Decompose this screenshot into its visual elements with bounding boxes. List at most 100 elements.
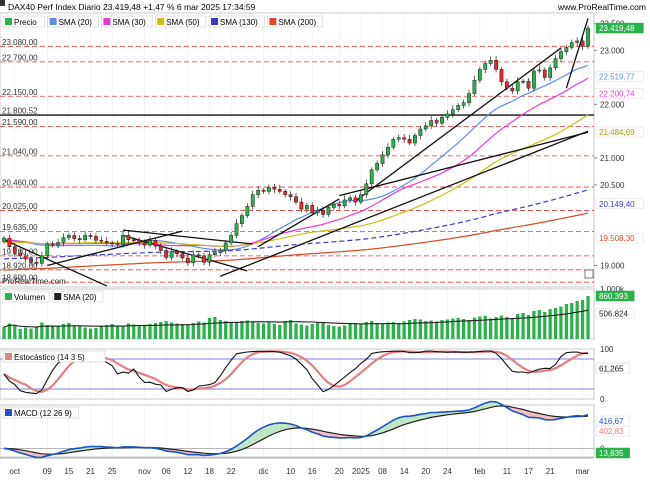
volume-bar (115, 326, 120, 339)
x-tick-label: 14 (400, 467, 409, 476)
volume-bar (283, 321, 287, 339)
volume-bar (67, 323, 71, 339)
candle-body (29, 258, 33, 263)
volume-bar (251, 322, 255, 339)
volume-bar (564, 304, 568, 339)
candle-body (61, 237, 66, 243)
candle-body (299, 201, 304, 210)
candle-body (575, 40, 580, 43)
candle-body (72, 235, 77, 239)
price-badge: 20.149,40 (599, 200, 635, 209)
candle-body (164, 250, 169, 258)
volume-bar (137, 325, 141, 339)
y-tick-label: 21.000 (600, 154, 625, 163)
level-label: 22.150,00 (2, 88, 38, 97)
candle-body (67, 235, 71, 238)
candle-body (461, 102, 466, 106)
volume-bar (294, 323, 298, 339)
volume-bar (510, 318, 514, 339)
candle-body (294, 196, 298, 203)
volume-bar (526, 315, 531, 339)
x-tick-label: 24 (443, 467, 452, 476)
price-badge-bg (595, 88, 644, 99)
legend-volume: Volumen SMA (20) (2, 290, 104, 303)
volume-bar (310, 324, 314, 339)
candle-body (202, 255, 206, 263)
legend-box (267, 15, 324, 28)
candle-body (467, 93, 471, 103)
candle-body (272, 187, 277, 190)
volume-bar (332, 326, 336, 339)
legend-box (101, 15, 153, 28)
legend-swatch (211, 18, 218, 25)
candle-body (288, 194, 293, 197)
volume-bar (548, 309, 552, 339)
chart-title: DAX40 Perf Index Diario 23.419,48 +1,47 … (8, 2, 256, 12)
price-badge-bg (595, 126, 644, 138)
candle-body (83, 235, 87, 240)
candle-body (450, 109, 455, 115)
volume-bar (164, 321, 168, 339)
watermark: ProRealTime.com (2, 277, 66, 286)
stoch-badge: 61,265 (599, 364, 624, 373)
volume-bar (380, 324, 385, 339)
candle-body (261, 190, 266, 192)
price-badge-bg (595, 22, 644, 34)
volume-bar (170, 322, 174, 339)
candle-body (148, 240, 152, 246)
candle-body (337, 204, 342, 207)
volume-bar (142, 326, 147, 339)
candle-body (364, 183, 369, 195)
volume-bar (13, 325, 17, 339)
volume-bar (61, 324, 66, 339)
x-tick-label: 21 (546, 467, 555, 476)
zoom-icon[interactable] (584, 269, 594, 279)
candle-body (99, 240, 104, 242)
volume-bar (261, 323, 266, 339)
candle-body (77, 238, 82, 240)
macd-fill (274, 422, 280, 434)
volume-bar (532, 311, 536, 339)
volume-bar (370, 321, 374, 339)
candle-body (39, 255, 44, 264)
candle-body (434, 120, 439, 124)
volume-bar (88, 328, 93, 339)
brand-link[interactable]: www.ProRealTime.com (557, 2, 646, 12)
volume-bar (472, 317, 477, 339)
candle-body (142, 242, 147, 246)
candle-body (2, 237, 6, 242)
candle-body (23, 255, 28, 260)
price-badge: 22.200,74 (599, 90, 635, 99)
macd-lines (0, 400, 594, 459)
legend-label: SMA (130) (220, 18, 258, 27)
volume-bar (440, 320, 444, 339)
trendline (355, 47, 562, 202)
candle-body (586, 27, 590, 47)
candle-body (456, 105, 461, 110)
volume-bar (429, 320, 433, 339)
x-tick-label: 12 (183, 467, 192, 476)
candle-body (548, 67, 553, 78)
menu-icon[interactable] (0, 0, 5, 6)
candle-body (521, 80, 525, 83)
volume-bar (316, 323, 320, 339)
candle-body (369, 169, 374, 185)
volume-bar (445, 319, 450, 339)
volume-bar (45, 325, 49, 339)
candle-body (559, 51, 563, 59)
macd-fill (268, 423, 275, 436)
legend-swatch (103, 18, 111, 25)
candle-body (375, 163, 379, 171)
volume-bar (110, 324, 114, 339)
macd-fill (317, 430, 324, 436)
volume-bar (175, 323, 179, 339)
legend-label: SMA (30) (112, 18, 146, 27)
volume-bar (83, 327, 87, 339)
candle-body (250, 194, 255, 207)
volume-bar (278, 325, 282, 339)
volume-bar (326, 325, 331, 339)
volume-bar (51, 326, 55, 339)
legend-swatch (5, 409, 12, 416)
x-tick-label: 06 (162, 467, 171, 476)
